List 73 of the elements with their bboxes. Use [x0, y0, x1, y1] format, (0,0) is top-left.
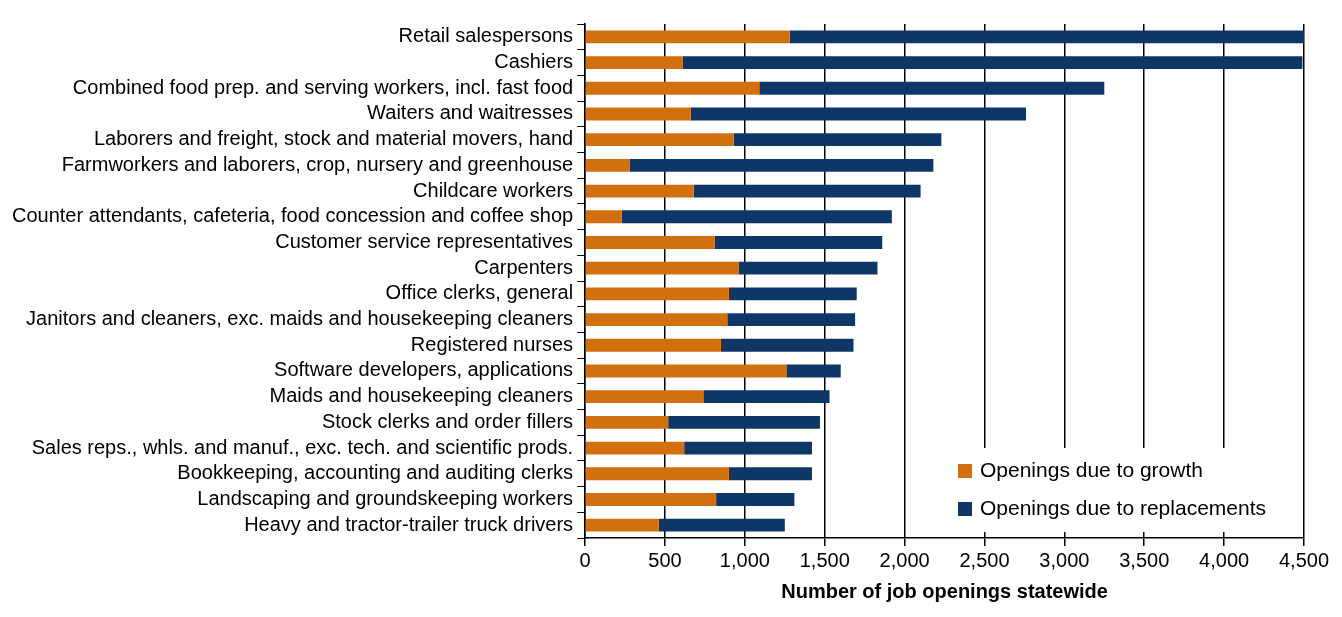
- bar: [738, 261, 878, 275]
- x-tick-label: 0: [579, 548, 591, 571]
- bar: [759, 81, 1105, 95]
- bar: [585, 81, 760, 95]
- y-tick-label: Sales reps., whls. and manuf., exc. tech. and scientific prods.: [31, 435, 574, 458]
- bar: [716, 493, 795, 506]
- x-tick-label: 3,000: [1039, 548, 1090, 571]
- x-tick-label: 2,500: [959, 548, 1010, 571]
- bar: [690, 107, 1027, 121]
- x-tick-label: 2,000: [879, 548, 930, 571]
- bar: [703, 390, 830, 404]
- bar: [714, 236, 883, 249]
- bar: [684, 441, 812, 455]
- legend-label: Openings due to replacements: [979, 495, 1266, 519]
- y-tick-label: Combined food prep. and serving workers, incl. fast food: [72, 75, 574, 98]
- bar: [585, 415, 669, 429]
- bar: [682, 56, 1303, 69]
- bar: [728, 287, 857, 301]
- bar: [728, 467, 812, 481]
- x-tick-label: 4,000: [1199, 548, 1250, 571]
- x-tick-label: 3,500: [1119, 548, 1170, 571]
- bar: [693, 184, 921, 198]
- bar: [585, 56, 683, 69]
- bar: [585, 313, 728, 326]
- y-tick-label: Cashiers: [494, 50, 574, 73]
- bar: [585, 390, 704, 404]
- bar: [585, 338, 721, 352]
- legend-label: Openings due to growth: [979, 457, 1203, 481]
- bar: [585, 184, 694, 198]
- y-tick-label: Software developers, applications: [274, 358, 574, 381]
- bar: [585, 493, 717, 506]
- bar: [668, 415, 820, 429]
- y-tick-label: Farmworkers and laborers, crop, nursery and greenhouse: [61, 152, 574, 175]
- bar: [585, 364, 787, 378]
- bar: [585, 236, 715, 249]
- bar: [658, 518, 785, 532]
- y-tick-label: Janitors and cleaners, exc. maids and housekeeping cleaners: [26, 307, 574, 330]
- x-tick-label: 500: [648, 548, 682, 571]
- y-tick-label: Landscaping and groundskeeping workers: [197, 486, 574, 509]
- bar: [585, 107, 691, 121]
- bar: [585, 210, 622, 224]
- bar: [733, 133, 942, 147]
- y-tick-label: Counter attendants, cafeteria, food concession and coffee shop: [12, 204, 574, 227]
- y-tick-label: Retail salespersons: [398, 24, 574, 47]
- y-tick-label: Office clerks, general: [385, 281, 574, 304]
- y-tick-label: Childcare workers: [413, 178, 574, 201]
- bar: [727, 313, 856, 326]
- bar: [585, 467, 729, 481]
- y-tick-label: Bookkeeping, accounting and auditing clerks: [177, 461, 574, 484]
- x-tick-label: 1,000: [719, 548, 770, 571]
- bar: [585, 261, 739, 275]
- y-tick-label: Stock clerks and order fillers: [321, 409, 574, 432]
- y-tick-label: Carpenters: [474, 255, 574, 278]
- y-tick-label: Maids and housekeeping cleaners: [269, 384, 574, 407]
- bar: [585, 518, 659, 532]
- x-tick-label: 4,500: [1278, 548, 1330, 571]
- x-axis-title: Number of job openings statewide: [781, 579, 1108, 602]
- bar: [720, 338, 854, 352]
- y-tick-label: Customer service representatives: [275, 229, 574, 252]
- bar: [585, 287, 729, 301]
- y-tick-label: Waiters and waitresses: [367, 101, 574, 124]
- y-tick-label: Registered nurses: [410, 332, 574, 355]
- bar: [786, 364, 841, 378]
- bar: [585, 133, 734, 147]
- x-tick-label: 1,500: [799, 548, 850, 571]
- bar: [621, 210, 892, 224]
- y-tick-label: Laborers and freight, stock and material movers, hand: [93, 127, 574, 150]
- y-tick-label: Heavy and tractor-trailer truck drivers: [244, 512, 574, 535]
- bar: [585, 30, 790, 44]
- bar: [789, 30, 1304, 44]
- bar: [629, 158, 934, 172]
- bar: [585, 158, 630, 172]
- bar: [585, 441, 685, 455]
